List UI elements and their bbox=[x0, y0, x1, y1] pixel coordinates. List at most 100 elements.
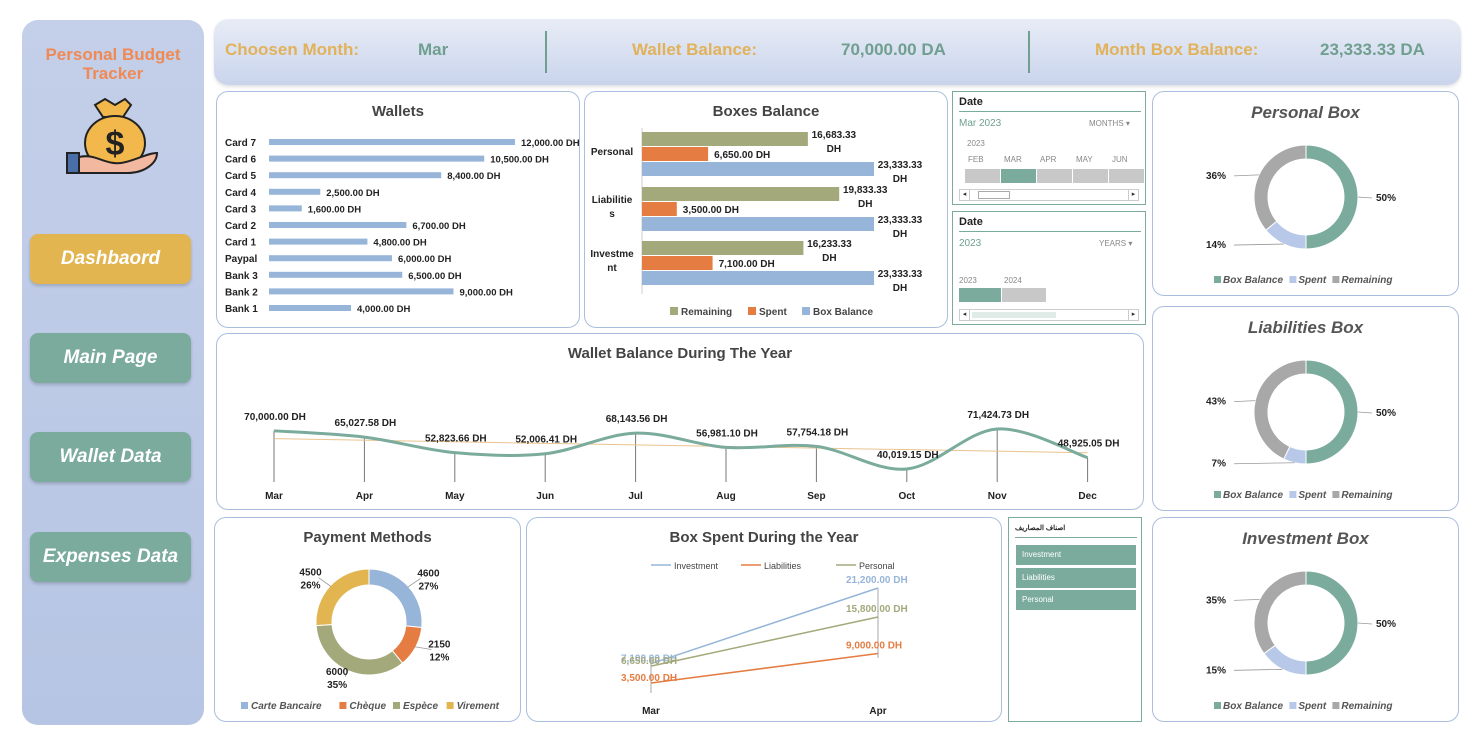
box-spent-legend-label: Personal bbox=[859, 561, 895, 571]
box-spent-line bbox=[650, 587, 879, 665]
scroll-right-icon[interactable]: ▸ bbox=[1128, 310, 1138, 320]
wallet-balance-year-title: Wallet Balance During The Year bbox=[567, 345, 793, 362]
timeline-month-bar[interactable] bbox=[965, 169, 1000, 183]
wallets-data-label: 12,000.00 DH bbox=[521, 138, 580, 149]
nav-main-page-button[interactable]: Main Page bbox=[30, 333, 191, 383]
box-donut-legend-swatch bbox=[1214, 276, 1221, 283]
wallets-data-label: 6,500.00 DH bbox=[408, 271, 461, 282]
timeline-month-label: APR bbox=[1040, 155, 1057, 164]
box-donut-percent-label: 35% bbox=[1206, 595, 1226, 606]
payment-percent-label: 26% bbox=[301, 581, 321, 592]
timeline-scrollbar[interactable]: ◂ ▸ bbox=[959, 309, 1139, 321]
timeline-month-bar-selected[interactable] bbox=[1001, 169, 1036, 183]
box-spent-line bbox=[650, 616, 879, 667]
wallets-category-label: Card 7 bbox=[225, 138, 257, 149]
boxes-bar bbox=[642, 187, 840, 201]
timeline-mode-dropdown[interactable]: YEARS ▾ bbox=[1099, 239, 1133, 248]
wallet-year-data-label: 52,823.66 DH bbox=[425, 434, 487, 445]
wallets-bar bbox=[269, 155, 485, 162]
timeline-divider bbox=[959, 231, 1141, 232]
wallets-category-label: Card 3 bbox=[225, 204, 257, 215]
wallet-year-data-label: 57,754.18 DH bbox=[787, 427, 849, 438]
liabilities-box-title: Liabilities Box bbox=[1247, 318, 1364, 337]
wallets-data-label: 6,700.00 DH bbox=[412, 221, 465, 232]
payment-percent-label: 27% bbox=[418, 582, 438, 593]
payment-value-label: 2150 bbox=[428, 640, 451, 651]
box-donut-legend-swatch bbox=[1289, 702, 1297, 709]
timeline-scrollbar[interactable]: ◂ ▸ bbox=[959, 189, 1139, 201]
scroll-right-icon[interactable]: ▸ bbox=[1128, 190, 1138, 200]
chosen-month-value: Mar bbox=[418, 40, 449, 59]
wallet-balance-year-chart: 70,000.00 DH Mar 65,027.58 DH Apr 52,823.66 … bbox=[244, 410, 1119, 502]
chosen-month-label: Choosen Month: bbox=[225, 40, 360, 59]
nav-dashboard-button[interactable]: Dashbaord bbox=[30, 234, 191, 284]
nav-wallet-data-button[interactable]: Wallet Data bbox=[30, 432, 191, 482]
payment-legend-label: Espèce bbox=[403, 701, 438, 712]
box-donut-legend-label: Box Balance bbox=[1223, 490, 1283, 501]
date-timeline-years[interactable]: Date 2023 YEARS ▾ 2023 2024 ◂ ▸ bbox=[952, 211, 1146, 325]
boxes-bar bbox=[642, 241, 804, 255]
timeline-year-bar-selected[interactable] bbox=[959, 288, 1001, 302]
wallets-data-label: 9,000.00 DH bbox=[460, 287, 513, 298]
payment-legend-label: Carte Bancaire bbox=[251, 701, 322, 712]
boxes-balance-card: Boxes Balance Personal 16,683.33 DH 6,650.0… bbox=[584, 91, 948, 328]
timeline-year-2023: 2023 bbox=[959, 276, 977, 285]
payment-legend-swatch bbox=[339, 702, 347, 709]
timeline-month-bar[interactable] bbox=[1109, 169, 1144, 183]
timeline-months-row: FEB MAR APR MAY JUN bbox=[965, 155, 1144, 183]
scroll-thumb[interactable] bbox=[978, 191, 1010, 199]
boxes-legend-swatch bbox=[802, 307, 810, 315]
box-donut-legend-label: Spent bbox=[1298, 701, 1326, 712]
wallets-category-label: Card 6 bbox=[225, 155, 257, 166]
wallet-year-month-label: Mar bbox=[265, 491, 283, 502]
payment-value-label: 4600 bbox=[417, 569, 440, 580]
expense-category-slicer[interactable]: اصناف المصاريف Investment Liabilities Pe… bbox=[1008, 517, 1142, 722]
timeline-year-bar[interactable] bbox=[1002, 288, 1046, 302]
payment-value-label: 6000 bbox=[326, 667, 349, 678]
payment-legend-swatch bbox=[241, 702, 248, 709]
box-spent-year-chart: 7,100.00 DH 21,200.00 DH 3,500.00 DH 9,000.… bbox=[621, 561, 908, 717]
payment-methods-card: Payment Methods 4600 27% 2150 12% 6000 35% 450… bbox=[214, 517, 521, 722]
payment-methods-title: Payment Methods bbox=[303, 529, 432, 546]
box-donut-leader-line bbox=[1233, 243, 1284, 246]
nav-expenses-data-button[interactable]: Expenses Data bbox=[30, 532, 191, 582]
timeline-month-bar[interactable] bbox=[1037, 169, 1072, 183]
boxes-category-label: Investme bbox=[590, 249, 634, 260]
boxes-data-label: 23,333.33 bbox=[878, 160, 923, 171]
wallets-bar bbox=[269, 222, 407, 228]
payment-percent-label: 35% bbox=[327, 680, 347, 691]
boxes-data-label: DH bbox=[893, 174, 907, 185]
slicer-item-liabilities[interactable]: Liabilities bbox=[1016, 568, 1136, 588]
slicer-title: اصناف المصاريف bbox=[1015, 525, 1066, 532]
box-spent-month-label: Apr bbox=[869, 706, 886, 717]
timeline-mode-dropdown[interactable]: MONTHS ▾ bbox=[1089, 119, 1130, 128]
slicer-item-investment[interactable]: Investment bbox=[1016, 545, 1136, 565]
box-donut-percent-label: 50% bbox=[1376, 193, 1396, 204]
box-spent-month-label: Mar bbox=[642, 706, 660, 717]
boxes-balance-title: Boxes Balance bbox=[712, 103, 820, 120]
wallet-year-month-label: Aug bbox=[716, 491, 735, 502]
scroll-left-icon[interactable]: ◂ bbox=[960, 190, 970, 200]
boxes-data-label: 23,333.33 bbox=[878, 215, 923, 226]
scroll-thumb[interactable] bbox=[972, 312, 1056, 318]
payment-legend-label: Virement bbox=[457, 701, 500, 712]
scroll-left-icon[interactable]: ◂ bbox=[960, 310, 970, 320]
wallets-category-label: Card 4 bbox=[225, 188, 257, 199]
payment-legend-swatch bbox=[446, 702, 454, 709]
timeline-month-label: JUN bbox=[1112, 155, 1128, 164]
personal-box-card: Personal Box 50% 14% 36% Box Balance Spent Re… bbox=[1152, 91, 1459, 296]
wallet-year-trendline bbox=[273, 438, 1088, 454]
box-donut-legend-swatch bbox=[1332, 491, 1340, 498]
wallet-balance-value: 70,000.00 DA bbox=[841, 40, 946, 59]
box-donut-legend-swatch bbox=[1289, 491, 1297, 498]
timeline-title: Date bbox=[959, 216, 983, 228]
date-timeline-months[interactable]: Date Mar 2023 MONTHS ▾ 2023 FEB MAR APR MAY… bbox=[952, 91, 1146, 205]
boxes-balance-chart: Personal 16,683.33 DH 6,650.00 DH 23,333.33 D… bbox=[590, 128, 923, 318]
timeline-month-bar[interactable] bbox=[1073, 169, 1108, 183]
wallet-year-line bbox=[273, 427, 1089, 471]
wallets-bar bbox=[269, 305, 351, 311]
wallet-year-data-label: 71,424.73 DH bbox=[967, 410, 1029, 421]
boxes-bar bbox=[642, 271, 874, 285]
boxes-data-label: 16,233.33 bbox=[807, 239, 852, 250]
slicer-item-personal[interactable]: Personal bbox=[1016, 590, 1136, 610]
